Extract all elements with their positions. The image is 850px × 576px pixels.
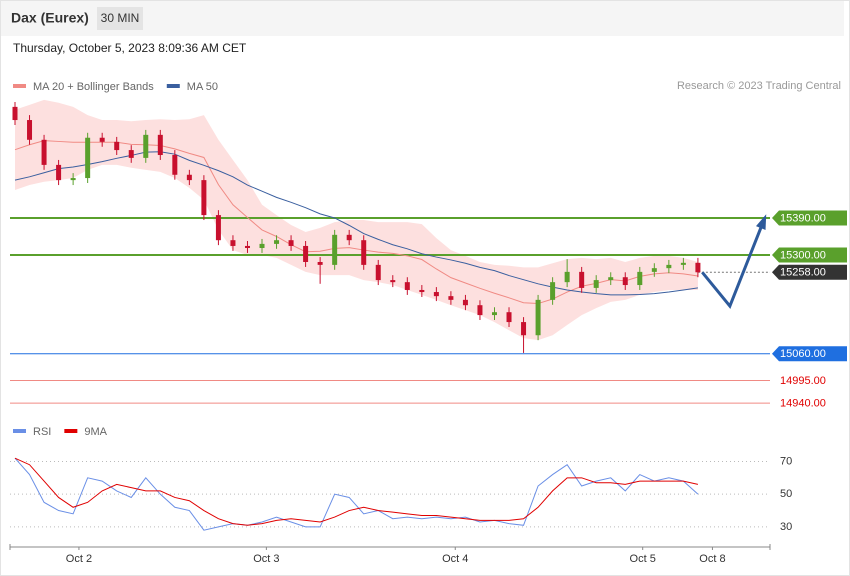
- candle-body: [462, 299, 468, 306]
- forecast-arrow: [701, 217, 767, 309]
- legend-label: MA 50: [187, 81, 218, 93]
- legend-swatch: [166, 84, 180, 88]
- candle-body: [346, 234, 352, 241]
- candle-body: [506, 312, 512, 323]
- legend-label: 9MA: [84, 426, 107, 438]
- level-label-box: [772, 264, 847, 280]
- candle-body: [637, 271, 643, 286]
- legend-label: RSI: [33, 426, 51, 438]
- candle-body: [12, 106, 18, 121]
- candle-body: [477, 305, 483, 316]
- indicator-line: [14, 457, 699, 526]
- timestamp: Thursday, October 5, 2023 8:09:36 AM CET: [13, 41, 247, 55]
- interval[interactable]: 30 MIN: [101, 11, 140, 25]
- candle-body: [680, 262, 686, 265]
- candle-body: [128, 150, 134, 158]
- instrument: Dax (Eurex): [11, 10, 89, 26]
- x-tick-label: Oct 4: [442, 553, 468, 565]
- candle-body: [608, 277, 614, 281]
- candle-body: [550, 282, 556, 300]
- legend-swatch: [13, 84, 26, 88]
- level-label: 15060.00: [780, 348, 826, 360]
- candle-body: [70, 178, 76, 181]
- interval-button[interactable]: [97, 7, 143, 30]
- y-tick-label: 50: [780, 488, 792, 500]
- candle-body: [143, 134, 149, 158]
- candle-body: [535, 299, 541, 336]
- bollinger-band: [15, 99, 698, 341]
- x-tick-label: Oct 5: [630, 553, 656, 565]
- candle-body: [521, 322, 527, 336]
- candle-body: [85, 137, 91, 179]
- legend-label: MA 20 + Bollinger Bands: [33, 81, 154, 93]
- level-label: 14940.00: [780, 398, 826, 410]
- candle-body: [215, 215, 221, 241]
- candle-body: [172, 155, 178, 175]
- candle-body: [666, 264, 672, 269]
- candle-body: [303, 245, 309, 262]
- candle-body: [259, 243, 265, 249]
- candle-body: [99, 137, 105, 142]
- level-label: 15300.00: [780, 249, 826, 261]
- copyright: Research © 2023 Trading Central: [677, 80, 841, 92]
- candle-body: [201, 180, 207, 216]
- y-tick-label: 70: [780, 455, 792, 467]
- candle-body: [27, 120, 33, 140]
- candle-body: [622, 277, 628, 286]
- candle-body: [579, 271, 585, 288]
- candle-body: [651, 268, 657, 272]
- candle-body: [419, 289, 425, 293]
- forecast-arrowhead: [755, 214, 767, 230]
- level-label-box: [772, 247, 847, 263]
- candle-body: [695, 262, 701, 273]
- candle-body: [41, 139, 47, 165]
- candle-body: [288, 240, 294, 246]
- candle-body: [433, 292, 439, 297]
- candle-body: [593, 280, 599, 288]
- candle-body: [56, 164, 62, 181]
- level-label: 15390.00: [780, 212, 826, 224]
- level-label-box: [772, 210, 847, 226]
- y-tick-label: 30: [780, 521, 792, 533]
- level-label: 15258.00: [780, 267, 826, 279]
- candle-body: [448, 296, 454, 300]
- legend-swatch: [13, 429, 26, 433]
- candle-body: [390, 280, 396, 283]
- candle-body: [114, 141, 120, 151]
- level-label-box: [772, 346, 847, 362]
- candle-body: [332, 234, 338, 265]
- candle-body: [274, 240, 280, 244]
- candle-body: [230, 240, 236, 246]
- candle-body: [157, 134, 163, 156]
- candle-body: [186, 174, 192, 181]
- indicator-line: [14, 457, 699, 531]
- candle-body: [244, 245, 250, 249]
- x-tick-label: Oct 8: [699, 553, 725, 565]
- x-tick-label: Oct 2: [66, 553, 92, 565]
- candle-body: [404, 282, 410, 290]
- candle-body: [375, 264, 381, 281]
- candle-body: [564, 271, 570, 283]
- x-tick-label: Oct 3: [253, 553, 279, 565]
- candle-body: [361, 240, 367, 265]
- candle-body: [491, 312, 497, 316]
- level-label: 14995.00: [780, 375, 826, 387]
- legend-swatch: [64, 429, 78, 433]
- candle-body: [317, 261, 323, 265]
